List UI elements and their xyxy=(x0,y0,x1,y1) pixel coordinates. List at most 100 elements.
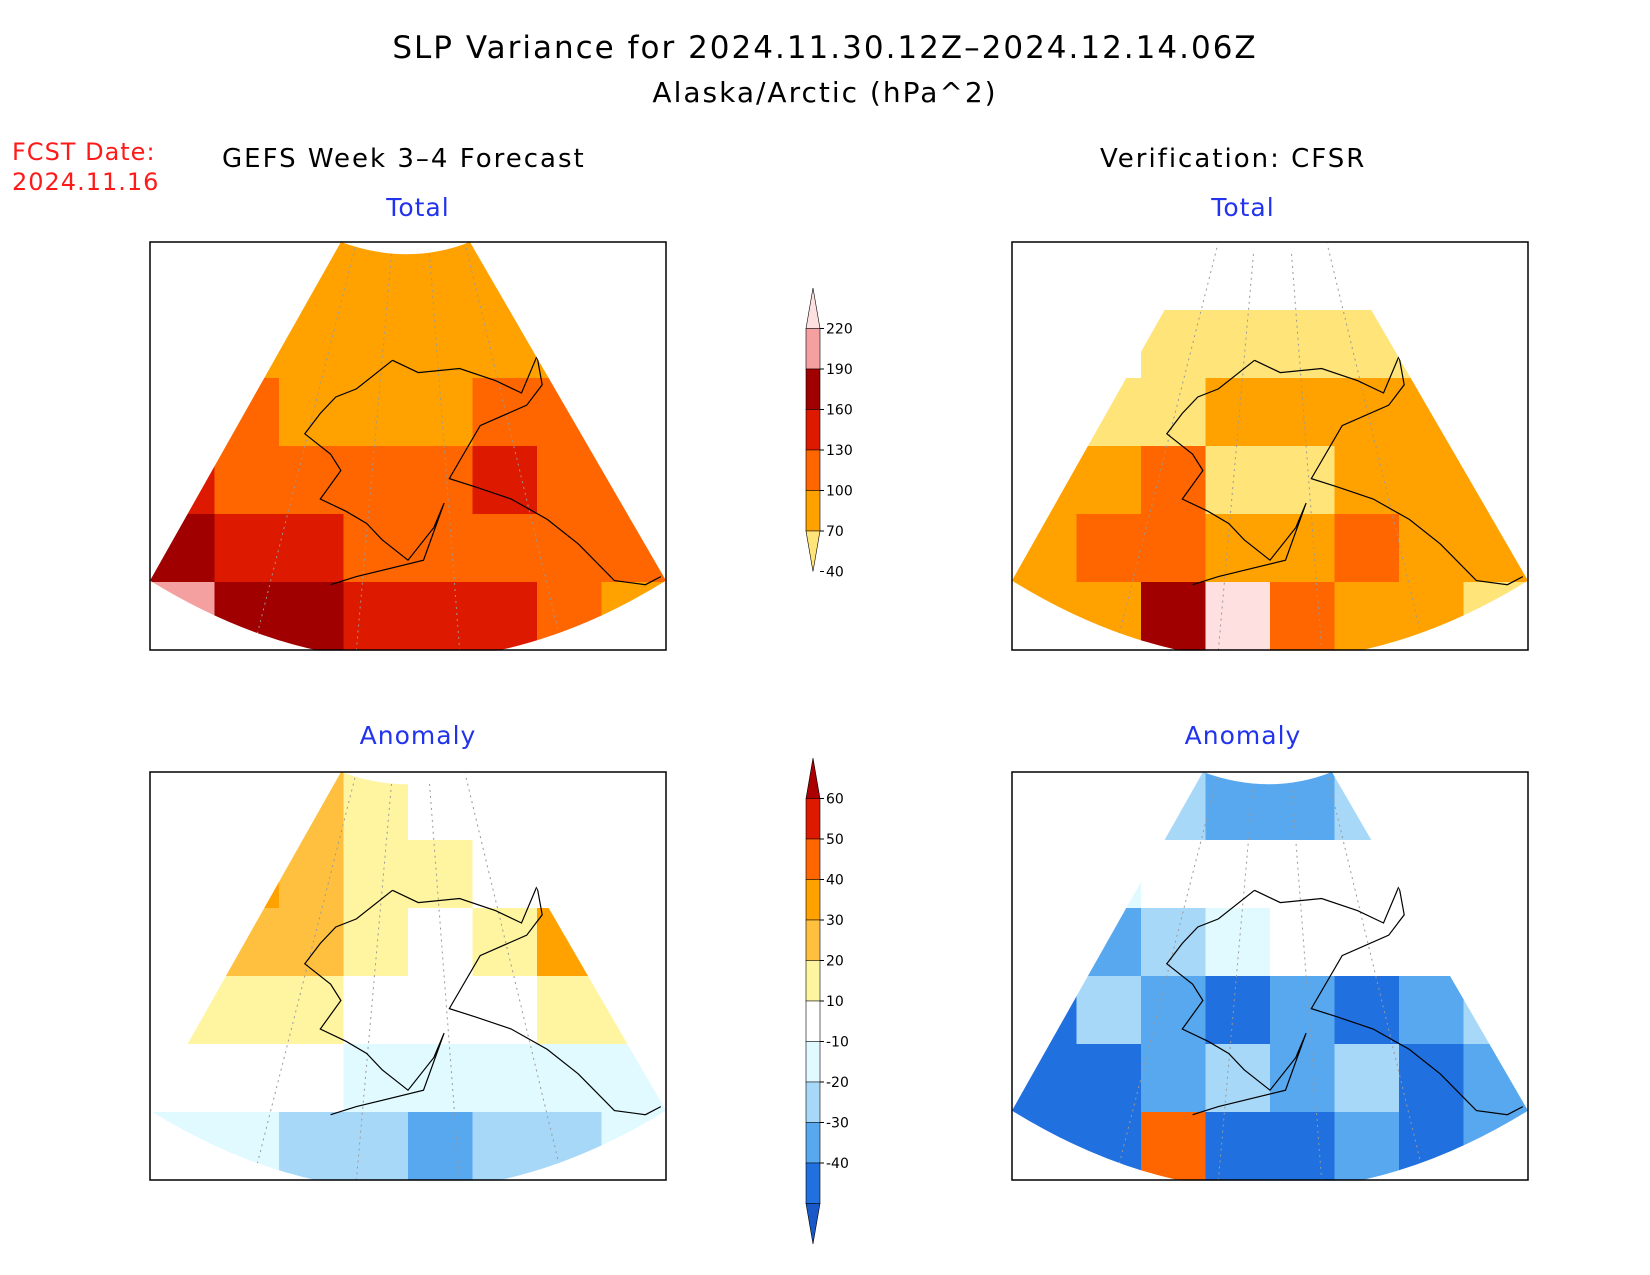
colorbar-tick-label: 60 xyxy=(826,792,844,808)
heatmap-cell xyxy=(1205,908,1271,977)
heatmap-cell xyxy=(1270,772,1336,841)
heatmap-cell xyxy=(1205,242,1271,311)
gefs-total-title: Total xyxy=(386,193,450,222)
heatmap-cell xyxy=(1334,1044,1400,1113)
heatmap-cell xyxy=(279,242,345,311)
heatmap-cell xyxy=(1399,908,1465,977)
colorbar-tick-label: -30 xyxy=(826,1116,849,1132)
heatmap-cell xyxy=(150,378,216,447)
heatmap-cell xyxy=(1076,242,1142,311)
heatmap-cell xyxy=(1076,1112,1142,1181)
cfsr-total-title: Total xyxy=(1211,193,1275,222)
heatmap-cell xyxy=(1076,446,1142,515)
heatmap-cell xyxy=(601,772,666,841)
heatmap-cell xyxy=(601,514,666,583)
heatmap-cell xyxy=(1463,772,1528,841)
colorbar-swatch xyxy=(805,1122,821,1164)
heatmap-cell xyxy=(1334,310,1400,379)
heatmap-cell xyxy=(1076,514,1142,583)
heatmap-cell xyxy=(1205,446,1271,515)
graticule-line xyxy=(428,772,461,1181)
heatmap-cell xyxy=(1463,378,1528,447)
heatmap-cell xyxy=(1463,242,1528,311)
heatmap-cell xyxy=(279,772,345,841)
heatmap-cell xyxy=(472,446,538,515)
heatmap-cell xyxy=(343,1044,409,1113)
heatmap-cell xyxy=(1463,310,1528,379)
heatmap-cell xyxy=(537,840,603,909)
heatmap-cell xyxy=(343,310,409,379)
heatmap-cell xyxy=(472,976,538,1045)
colorbar-anomaly: 60 50 40 30 20 10 -10 -20 -30 -40 xyxy=(805,757,849,1245)
coastline xyxy=(1254,354,1524,586)
heatmap-cell xyxy=(1205,840,1271,909)
heatmap-cell xyxy=(1076,582,1142,651)
heatmap-cell xyxy=(214,582,280,651)
heatmap-cell xyxy=(1205,310,1271,379)
heatmap-cell xyxy=(150,908,216,977)
heatmap-cell xyxy=(343,840,409,909)
heatmap-cell xyxy=(1463,446,1528,515)
coastline xyxy=(392,884,662,1116)
heatmap-cell xyxy=(1270,908,1336,977)
heatmap-cell xyxy=(537,310,603,379)
colorbar-swatch xyxy=(805,449,821,491)
colorbar-tick-label: -10 xyxy=(826,1035,849,1051)
heatmap-cell xyxy=(279,1112,345,1181)
colorbar-swatch xyxy=(805,1041,821,1083)
heatmap-cell xyxy=(601,976,666,1045)
graticule-line xyxy=(1290,242,1323,651)
heatmap-cell xyxy=(1141,1112,1207,1181)
heatmap-cell xyxy=(1141,514,1207,583)
heatmap-cell xyxy=(1463,840,1528,909)
heatmap-cell xyxy=(1205,514,1271,583)
heatmap-cell xyxy=(1141,378,1207,447)
heatmap-cell xyxy=(408,582,474,651)
heatmap-cell xyxy=(1399,310,1465,379)
heatmap-cell xyxy=(1334,840,1400,909)
gefs-anomaly-frame xyxy=(149,771,667,1181)
graticule-line xyxy=(1114,772,1219,1181)
heatmap-cell xyxy=(1205,582,1271,651)
heatmap-cell xyxy=(601,582,666,651)
graticule-line xyxy=(355,772,394,1181)
heatmap-cell xyxy=(1463,514,1528,583)
colorbar-swatch xyxy=(805,409,821,451)
heatmap-cell xyxy=(214,976,280,1045)
heatmap-cell xyxy=(537,378,603,447)
heatmap-cell xyxy=(1012,514,1078,583)
heatmap-cell xyxy=(1399,378,1465,447)
heatmap-cell xyxy=(150,976,216,1045)
graticule-line xyxy=(1290,772,1323,1181)
heatmap-cell xyxy=(537,446,603,515)
coastline xyxy=(303,889,445,1116)
graticule-line xyxy=(464,772,564,1181)
heatmap-cell xyxy=(601,1112,666,1181)
heatmap-cell xyxy=(408,514,474,583)
heatmap-cell xyxy=(1141,310,1207,379)
heatmap-cell xyxy=(601,242,666,311)
heatmap-cell xyxy=(214,310,280,379)
heatmap-cell xyxy=(150,772,216,841)
heatmap-cell xyxy=(214,1044,280,1113)
colorbar-tick-label: 10 xyxy=(826,994,844,1010)
heatmap-cell xyxy=(150,1112,216,1181)
colorbar-swatch xyxy=(805,757,821,799)
heatmap-cell xyxy=(1076,908,1142,977)
heatmap-cell xyxy=(1334,582,1400,651)
colorbar-tick-label: 50 xyxy=(826,832,844,848)
heatmap-cell xyxy=(1270,514,1336,583)
heatmap-cell xyxy=(408,772,474,841)
heatmap-cell xyxy=(1334,908,1400,977)
gefs-total-frame xyxy=(149,241,667,651)
heatmap-cell xyxy=(537,772,603,841)
heatmap-cell xyxy=(1463,1112,1528,1181)
heatmap-cell xyxy=(1076,840,1142,909)
heatmap-cell xyxy=(601,1044,666,1113)
heatmap-cell xyxy=(601,446,666,515)
heatmap-cell xyxy=(537,976,603,1045)
graticule-line xyxy=(428,242,461,651)
heatmap-cell xyxy=(601,840,666,909)
heatmap-cell xyxy=(537,1112,603,1181)
